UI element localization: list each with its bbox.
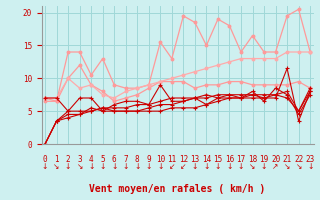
Text: ↓: ↓ xyxy=(215,162,221,171)
Text: ↓: ↓ xyxy=(65,162,71,171)
Text: ↙: ↙ xyxy=(169,162,175,171)
Text: ↘: ↘ xyxy=(76,162,83,171)
Text: ↓: ↓ xyxy=(192,162,198,171)
Text: ↓: ↓ xyxy=(42,162,48,171)
Text: ↓: ↓ xyxy=(100,162,106,171)
Text: ↓: ↓ xyxy=(111,162,117,171)
Text: ↘: ↘ xyxy=(249,162,256,171)
X-axis label: Vent moyen/en rafales ( km/h ): Vent moyen/en rafales ( km/h ) xyxy=(90,184,266,194)
Text: ↓: ↓ xyxy=(134,162,140,171)
Text: ↓: ↓ xyxy=(123,162,129,171)
Text: ↓: ↓ xyxy=(157,162,164,171)
Text: ↗: ↗ xyxy=(272,162,279,171)
Text: ↓: ↓ xyxy=(238,162,244,171)
Text: ↓: ↓ xyxy=(307,162,313,171)
Text: ↓: ↓ xyxy=(203,162,210,171)
Text: ↙: ↙ xyxy=(180,162,187,171)
Text: ↓: ↓ xyxy=(226,162,233,171)
Text: ↘: ↘ xyxy=(53,162,60,171)
Text: ↘: ↘ xyxy=(295,162,302,171)
Text: ↓: ↓ xyxy=(261,162,267,171)
Text: ↘: ↘ xyxy=(284,162,290,171)
Text: ↓: ↓ xyxy=(146,162,152,171)
Text: ↓: ↓ xyxy=(88,162,94,171)
